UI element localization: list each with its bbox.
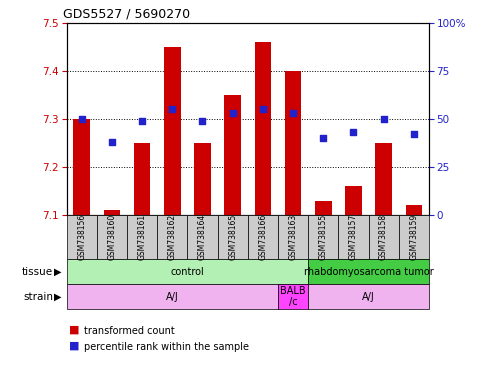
Text: GSM738158: GSM738158 xyxy=(379,214,388,260)
Point xyxy=(319,135,327,141)
Text: control: control xyxy=(171,266,204,277)
Text: GSM738165: GSM738165 xyxy=(228,214,237,260)
Point xyxy=(168,106,176,113)
Point xyxy=(78,116,86,122)
Text: strain: strain xyxy=(23,291,53,302)
Bar xyxy=(134,143,150,215)
Bar xyxy=(164,47,180,215)
Bar xyxy=(285,71,301,215)
Text: GSM738157: GSM738157 xyxy=(349,214,358,260)
Text: ▶: ▶ xyxy=(54,266,62,277)
Text: GSM738162: GSM738162 xyxy=(168,214,177,260)
Text: ■: ■ xyxy=(69,341,79,351)
Bar xyxy=(406,205,422,215)
Point xyxy=(138,118,146,124)
Text: BALB
/c: BALB /c xyxy=(280,286,306,308)
Point xyxy=(350,129,357,136)
Text: GSM738156: GSM738156 xyxy=(77,214,86,260)
Bar xyxy=(375,143,392,215)
Text: GSM738166: GSM738166 xyxy=(258,214,267,260)
Point xyxy=(259,106,267,113)
Point xyxy=(108,139,116,145)
Bar xyxy=(315,200,331,215)
Text: A/J: A/J xyxy=(362,291,375,302)
Point xyxy=(229,110,237,116)
Bar xyxy=(254,42,271,215)
Text: A/J: A/J xyxy=(166,291,178,302)
Bar xyxy=(104,210,120,215)
Bar xyxy=(224,95,241,215)
Bar xyxy=(73,119,90,215)
Text: ▶: ▶ xyxy=(54,291,62,302)
Point xyxy=(410,131,418,137)
Bar xyxy=(345,186,362,215)
Bar xyxy=(194,143,211,215)
Text: GSM738159: GSM738159 xyxy=(409,214,419,260)
Point xyxy=(199,118,207,124)
Text: ■: ■ xyxy=(69,324,79,334)
Point xyxy=(289,110,297,116)
Text: GSM738155: GSM738155 xyxy=(318,214,328,260)
Text: rhabdomyosarcoma tumor: rhabdomyosarcoma tumor xyxy=(304,266,433,277)
Text: GSM738161: GSM738161 xyxy=(138,214,146,260)
Text: GSM738160: GSM738160 xyxy=(107,214,116,260)
Text: percentile rank within the sample: percentile rank within the sample xyxy=(84,342,249,352)
Text: GSM738164: GSM738164 xyxy=(198,214,207,260)
Point xyxy=(380,116,387,122)
Text: transformed count: transformed count xyxy=(84,326,175,336)
Text: GDS5527 / 5690270: GDS5527 / 5690270 xyxy=(63,7,190,20)
Text: tissue: tissue xyxy=(22,266,53,277)
Text: GSM738163: GSM738163 xyxy=(288,214,298,260)
